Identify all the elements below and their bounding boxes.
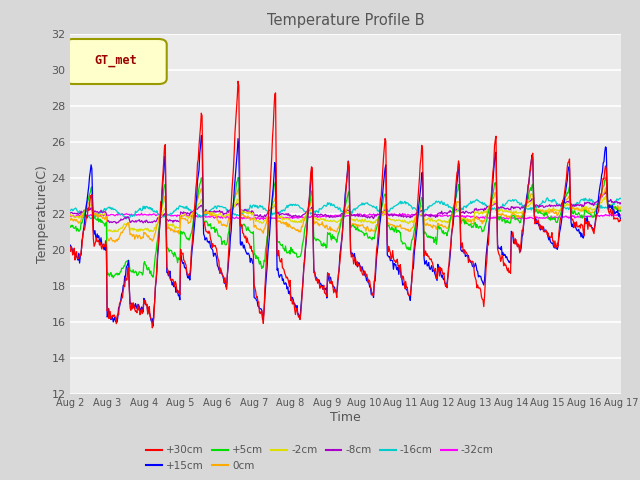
FancyBboxPatch shape (65, 39, 166, 84)
Y-axis label: Temperature(C): Temperature(C) (35, 165, 49, 263)
Text: GT_met: GT_met (95, 54, 138, 68)
X-axis label: Time: Time (330, 411, 361, 424)
Legend: +30cm, +15cm, +5cm, 0cm, -2cm, -8cm, -16cm, -32cm: +30cm, +15cm, +5cm, 0cm, -2cm, -8cm, -16… (142, 441, 498, 475)
Title: Temperature Profile B: Temperature Profile B (267, 13, 424, 28)
